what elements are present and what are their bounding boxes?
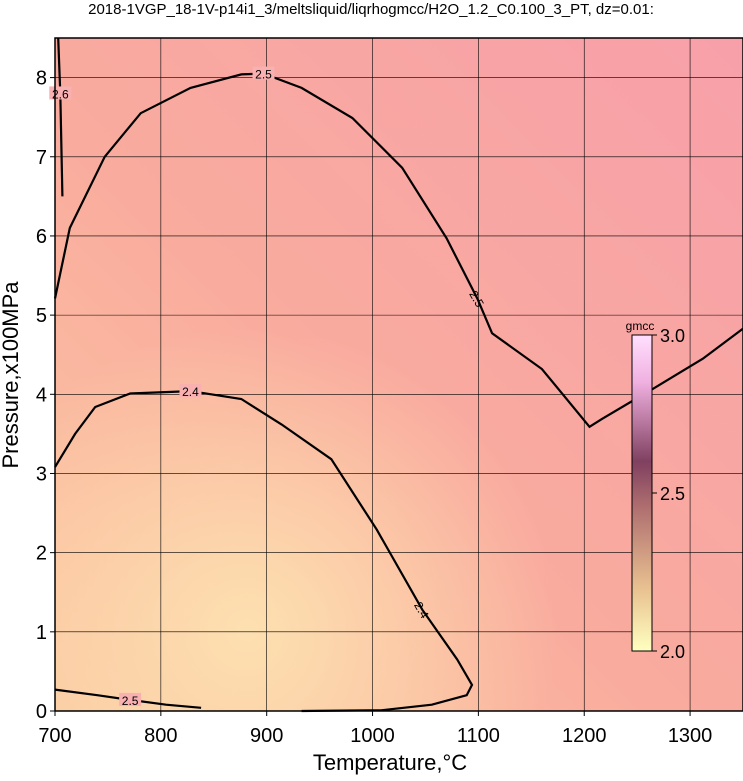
plot-frame [54,37,743,712]
x-tick-label: 800 [144,725,177,747]
colorbar-tick-label: 3.0 [660,326,685,346]
plot-shading [55,38,743,711]
y-tick-label: 0 [36,701,47,723]
contour-label: 2.6 [52,87,69,101]
x-axis-label: Temperature,°C [313,750,467,775]
contour-label-bg [179,384,202,398]
colorbar-tick-label: 2.0 [660,642,685,662]
contour-label: 2.5 [122,694,139,708]
x-tick-label: 1000 [350,725,395,747]
y-tick-label: 3 [36,463,47,485]
y-tick-label: 1 [36,622,47,644]
x-tick-label: 1300 [668,725,713,747]
y-tick-label: 6 [36,226,47,248]
colorbar-label: gmcc [626,319,655,333]
x-tick-label: 900 [250,725,283,747]
y-tick-label: 7 [36,147,47,169]
contour-label: 2.5 [255,68,272,82]
colorbar-tick-label: 2.5 [660,484,685,504]
y-tick-label: 4 [36,384,47,406]
x-tick-label: 700 [38,725,71,747]
contour-line [53,72,743,429]
chart-title: 2018-1VGP_18-1V-p14i1_3/meltsliquid/liqr… [88,1,654,18]
x-tick-label: 1100 [457,725,500,747]
y-tick-label: 2 [36,543,47,565]
contour-label-bg [252,66,275,80]
y-tick-label: 8 [36,68,47,90]
y-axis-label: Pressure,x100MPa [0,281,23,469]
x-tick-label: 1200 [562,725,607,747]
y-tick-label: 5 [36,305,47,327]
contour-line [54,389,474,713]
contour-label: 2.4 [182,385,199,399]
colorbar [631,334,653,652]
contour-label-bg [119,692,142,706]
